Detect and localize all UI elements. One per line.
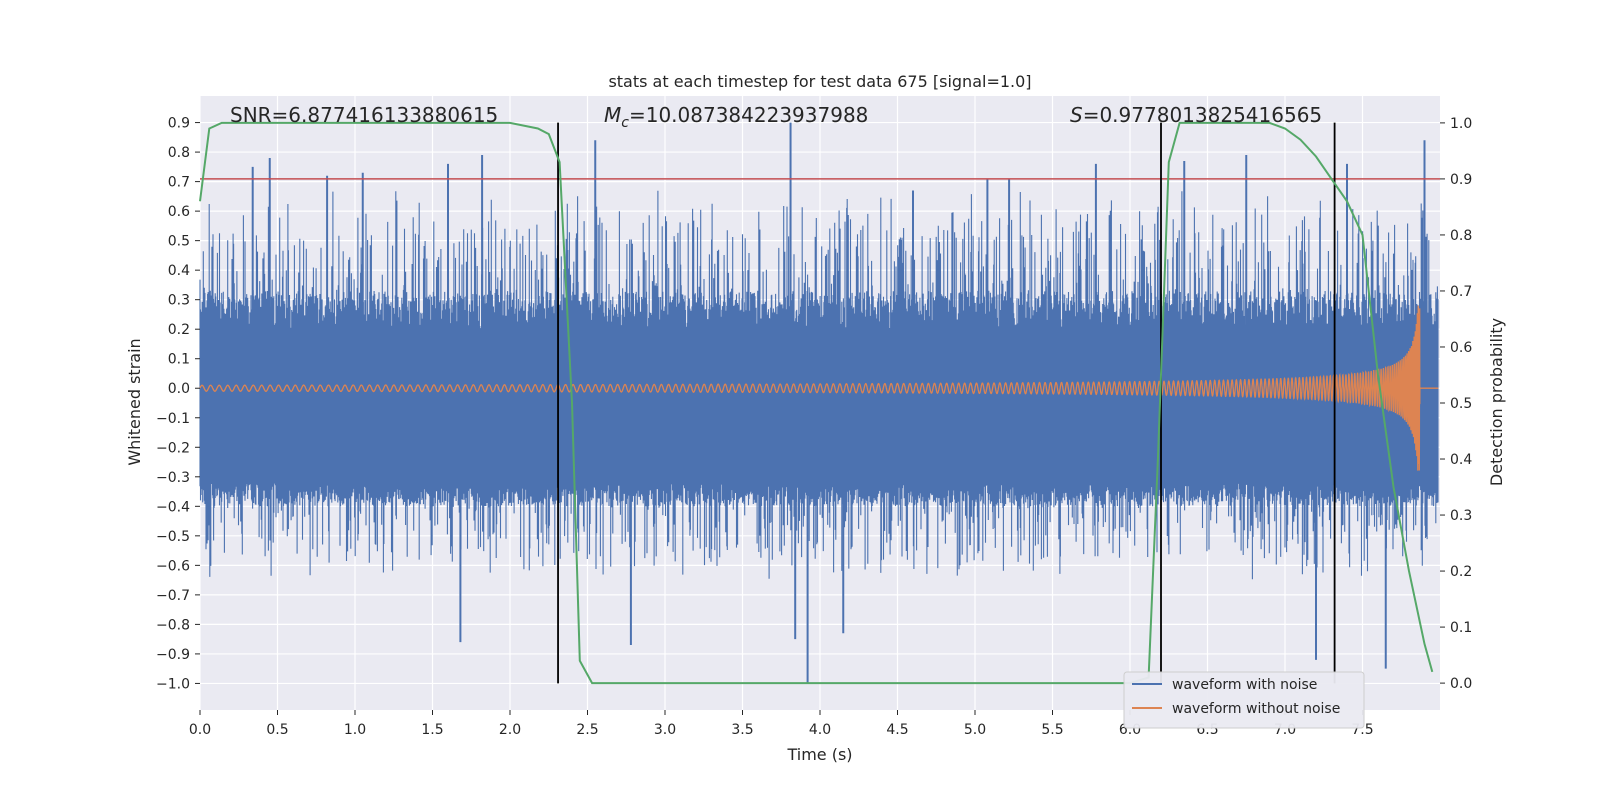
y-tick-label-18: −0.9	[156, 647, 190, 663]
y-tick-label-13: −0.4	[156, 499, 190, 515]
x-tick-label-11: 5.5	[1041, 722, 1063, 738]
y2-tick-label-2: 0.8	[1450, 228, 1472, 244]
y2-axis-label: Detection probability	[1487, 318, 1506, 486]
y-tick-label-6: 0.3	[168, 293, 190, 309]
s-value: =0.9778013825416565	[1083, 103, 1322, 127]
y-tick-label-10: −0.1	[156, 411, 190, 427]
y-tick-label-15: −0.6	[156, 558, 190, 574]
x-tick-label-8: 4.0	[809, 722, 831, 738]
legend-label-clean: waveform without noise	[1172, 701, 1340, 717]
x-tick-label-1: 0.5	[266, 722, 288, 738]
x-tick-label-3: 1.5	[421, 722, 443, 738]
y2-axis-ticks: 1.0 0.9 0.8 0.7 0.6 0.5 0.4 0.3 0.2 0.1 0.0	[1440, 116, 1472, 692]
y-axis-ticks: 0.9 0.8 0.7 0.6 0.5 0.4 0.3 0.2 0.1 0.0 −0.1 −0.2 −0…	[156, 116, 200, 692]
mc-symbol: M	[604, 103, 621, 127]
y-axis-label: Whitened strain	[125, 338, 144, 465]
legend-box	[1123, 671, 1365, 729]
x-tick-label-7: 3.5	[731, 722, 753, 738]
legend: waveform with noise waveform without noi…	[1123, 671, 1365, 729]
x-tick-label-9: 4.5	[886, 722, 908, 738]
chirp-series	[199, 305, 1439, 471]
y2-tick-label-7: 0.3	[1450, 508, 1472, 524]
y-tick-label-17: −0.8	[156, 617, 190, 633]
y-tick-label-8: 0.1	[168, 352, 190, 368]
chirp-waveform	[199, 305, 1439, 471]
y-tick-label-16: −0.7	[156, 588, 190, 604]
mc-subscript: c	[621, 115, 629, 131]
x-axis-label: Time (s)	[786, 745, 852, 764]
chirp-mass-annotation: Mc=10.087384223937988	[604, 103, 868, 131]
y2-tick-label-0: 1.0	[1450, 116, 1472, 132]
y-tick-label-9: 0.0	[168, 381, 190, 397]
y-tick-label-1: 0.8	[168, 145, 190, 161]
y-tick-label-7: 0.2	[168, 322, 190, 338]
y-tick-label-3: 0.6	[168, 204, 190, 220]
x-tick-label-0: 0.0	[189, 722, 211, 738]
vertical-lines	[557, 122, 1336, 684]
y-tick-label-2: 0.7	[168, 175, 190, 191]
x-tick-label-10: 5.0	[964, 722, 986, 738]
chart-title: stats at each timestep for test data 675…	[608, 72, 1031, 91]
y2-tick-label-9: 0.1	[1450, 620, 1472, 636]
y-tick-label-4: 0.5	[168, 234, 190, 250]
y2-tick-label-3: 0.7	[1450, 284, 1472, 300]
y-tick-label-0: 0.9	[168, 116, 190, 132]
legend-label-noise: waveform with noise	[1172, 677, 1317, 693]
y-tick-label-14: −0.5	[156, 529, 190, 545]
x-tick-label-6: 3.0	[654, 722, 676, 738]
y2-tick-label-5: 0.5	[1450, 396, 1472, 412]
y2-tick-label-10: 0.0	[1450, 676, 1472, 692]
snr-annotation: SNR=6.877416133880615	[230, 103, 498, 127]
mc-value: =10.087384223937988	[629, 103, 868, 127]
y-tick-label-11: −0.2	[156, 440, 190, 456]
y2-tick-label-8: 0.2	[1450, 564, 1472, 580]
y-tick-label-19: −1.0	[156, 676, 190, 692]
x-tick-label-4: 2.0	[499, 722, 521, 738]
s-annotation: S=0.9778013825416565	[1070, 103, 1322, 127]
y2-tick-label-6: 0.4	[1450, 452, 1472, 468]
x-tick-label-2: 1.0	[344, 722, 366, 738]
x-tick-label-5: 2.5	[576, 722, 598, 738]
y2-tick-label-1: 0.9	[1450, 172, 1472, 188]
y-tick-label-12: −0.3	[156, 470, 190, 486]
y2-tick-label-4: 0.6	[1450, 340, 1472, 356]
s-symbol: S	[1070, 103, 1083, 127]
y-tick-label-5: 0.4	[168, 263, 190, 279]
